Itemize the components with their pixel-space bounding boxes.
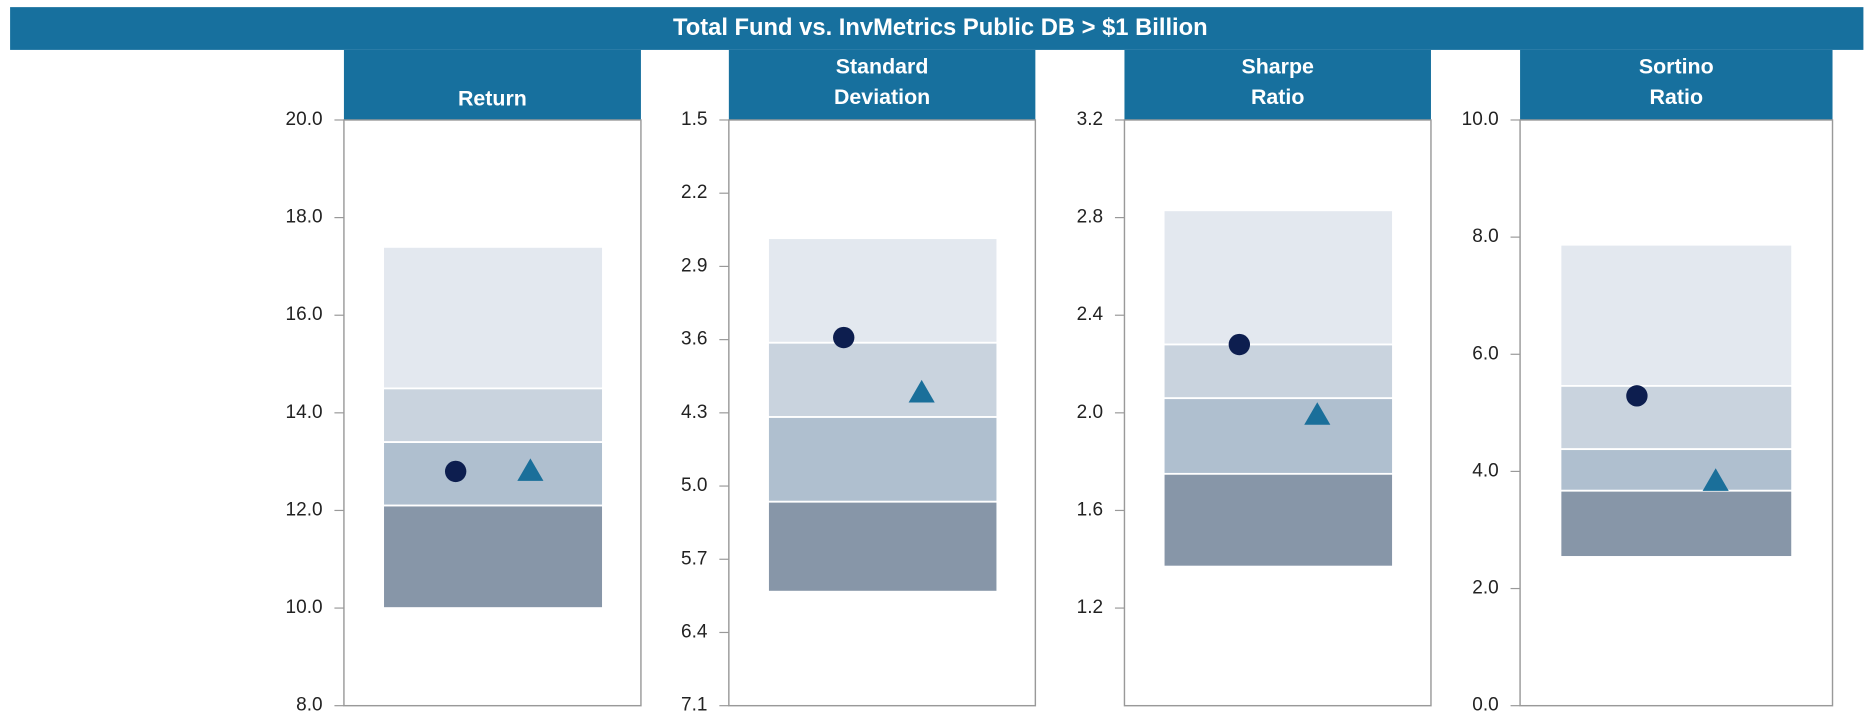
panel-header (1520, 49, 1833, 120)
y-tick-label: 7.1 (681, 695, 707, 714)
percentile-band (1559, 385, 1794, 451)
y-tick-label: 10.0 (286, 597, 323, 618)
marker-triangle (517, 458, 544, 481)
marker-circle (833, 326, 855, 349)
percentile-band (1162, 209, 1394, 346)
y-tick-label: 14.0 (286, 402, 323, 423)
panel-title: Sharpe (1241, 54, 1314, 78)
y-tick-label: 10.0 (1462, 109, 1499, 130)
y-tick-label: 16.0 (286, 304, 323, 325)
y-tick-label: 1.2 (1077, 597, 1103, 618)
y-tick-label: 3.6 (681, 329, 707, 350)
panel-title: Sortino (1639, 54, 1714, 78)
percentile-band (767, 237, 999, 344)
marker-triangle (1304, 402, 1331, 425)
marker-triangle (908, 379, 935, 403)
panel-title: Return (458, 86, 527, 110)
percentile-band (1162, 343, 1394, 400)
y-tick-label: 2.2 (681, 182, 707, 203)
marker-circle (1228, 333, 1251, 356)
y-tick-label: 0.0 (1472, 695, 1498, 714)
y-tick-label: 8.0 (296, 695, 322, 714)
panel-title: Ratio (1650, 85, 1703, 109)
y-tick-label: 4.0 (1472, 460, 1498, 481)
y-tick-label: 1.5 (681, 109, 707, 130)
y-tick-label: 20.0 (286, 109, 323, 130)
panel-header (1124, 49, 1431, 120)
y-tick-label: 12.0 (286, 499, 323, 520)
percentile-band (382, 441, 604, 507)
percentile-band (1162, 397, 1394, 475)
percentile-band (1559, 243, 1794, 387)
y-tick-label: 5.7 (681, 548, 707, 569)
panel-header (343, 49, 641, 120)
y-tick-label: 2.0 (1472, 578, 1498, 599)
percentile-band (767, 500, 999, 593)
panel-title: Ratio (1251, 85, 1304, 109)
percentile-band (1162, 472, 1394, 568)
y-tick-label: 6.4 (681, 621, 708, 642)
percentile-band (767, 416, 999, 503)
percentile-band (382, 387, 604, 444)
y-tick-label: 8.0 (1472, 226, 1498, 247)
percentile-band (767, 341, 999, 418)
marker-circle (444, 460, 467, 483)
panel-header (728, 49, 1036, 120)
y-tick-label: 2.4 (1077, 304, 1104, 325)
percentile-band (1559, 489, 1794, 558)
marker-triangle (1702, 468, 1729, 491)
y-tick-label: 2.0 (1077, 402, 1103, 423)
y-tick-label: 4.3 (681, 402, 707, 423)
panel-frame (1519, 119, 1834, 707)
y-tick-label: 3.2 (1077, 109, 1103, 130)
y-tick-label: 2.9 (681, 255, 707, 276)
title-bar (10, 7, 1864, 50)
panel-title: Standard (836, 54, 929, 78)
chart-title: Total Fund vs. InvMetrics Public DB > $1… (673, 14, 1208, 41)
panel-title: Deviation (834, 85, 930, 109)
percentile-band (382, 504, 604, 609)
marker-circle (1626, 385, 1648, 407)
y-tick-label: 6.0 (1472, 343, 1498, 364)
percentile-band (1559, 448, 1794, 492)
y-tick-label: 1.6 (1077, 499, 1103, 520)
y-tick-label: 5.0 (681, 475, 707, 496)
y-tick-label: 18.0 (286, 207, 323, 228)
y-tick-label: 2.8 (1077, 207, 1103, 228)
percentile-band (382, 245, 604, 390)
